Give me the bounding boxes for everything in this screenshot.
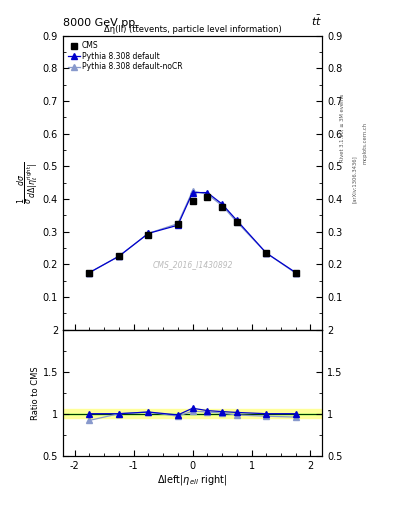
Text: CMS_2016_I1430892: CMS_2016_I1430892 [152,261,233,270]
Legend: CMS, Pythia 8.308 default, Pythia 8.308 default-noCR: CMS, Pythia 8.308 default, Pythia 8.308 … [67,39,184,73]
Text: 8000 GeV pp: 8000 GeV pp [63,18,135,28]
Text: $t\bar{t}$: $t\bar{t}$ [311,14,322,28]
Y-axis label: $\frac{1}{\sigma}\frac{d\sigma}{d\Delta|\eta_{\ell}^{\rm right}|}$: $\frac{1}{\sigma}\frac{d\sigma}{d\Delta|… [16,162,41,204]
Bar [63,410,322,418]
Title: Δη(ll) (tt̅events, particle level information): Δη(ll) (tt̅events, particle level inform… [104,25,281,34]
Y-axis label: Ratio to CMS: Ratio to CMS [31,366,40,419]
Text: mcplots.cern.ch: mcplots.cern.ch [362,122,367,164]
Text: Rivet 3.1.10, ≥ 3M events: Rivet 3.1.10, ≥ 3M events [340,94,345,162]
Text: [arXiv:1306.3436]: [arXiv:1306.3436] [352,155,357,203]
X-axis label: $\Delta$left$|\eta_{ell}\ $right$|$: $\Delta$left$|\eta_{ell}\ $right$|$ [157,473,228,487]
